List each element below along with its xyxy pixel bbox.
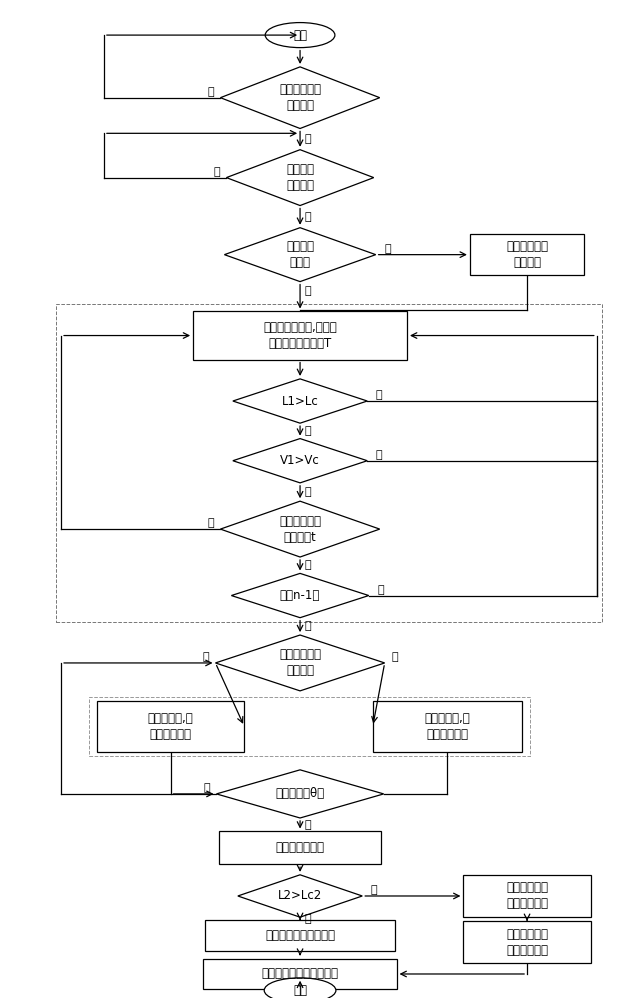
Text: 开始: 开始 [293, 29, 307, 42]
Text: 是: 是 [371, 885, 377, 895]
Text: 否: 否 [305, 426, 311, 436]
Text: 门关闭且
轿厢空载: 门关闭且 轿厢空载 [286, 163, 314, 192]
FancyBboxPatch shape [97, 701, 244, 752]
Text: 是: 是 [305, 212, 311, 222]
Text: 否: 否 [203, 783, 210, 793]
Text: 否: 否 [305, 286, 311, 296]
Text: 开启制动器,并
指令电梯下行: 开启制动器,并 指令电梯下行 [424, 712, 470, 741]
Polygon shape [227, 150, 374, 206]
Text: 否: 否 [213, 167, 220, 177]
FancyBboxPatch shape [193, 311, 407, 360]
Text: V1>Vc: V1>Vc [280, 454, 320, 467]
Text: 退出制动器故障检测状态: 退出制动器故障检测状态 [262, 967, 339, 980]
FancyBboxPatch shape [205, 920, 394, 951]
Text: 检测转矩给定
持续时间t: 检测转矩给定 持续时间t [279, 515, 321, 544]
Polygon shape [217, 770, 384, 818]
Polygon shape [232, 573, 369, 618]
FancyBboxPatch shape [463, 921, 591, 963]
Polygon shape [220, 501, 380, 557]
Text: L1>Lc: L1>Lc [282, 395, 319, 408]
Polygon shape [224, 228, 376, 282]
Text: 是: 是 [377, 585, 384, 595]
Polygon shape [233, 439, 367, 483]
Text: 发布制动装置可靠信息: 发布制动装置可靠信息 [265, 929, 335, 942]
Text: 是: 是 [202, 652, 209, 662]
Text: 否: 否 [305, 487, 311, 497]
Ellipse shape [265, 23, 335, 48]
Text: 是: 是 [384, 244, 391, 254]
Text: 否: 否 [391, 652, 398, 662]
FancyBboxPatch shape [220, 831, 381, 864]
Text: 扇区管理器记
录故障扇区域: 扇区管理器记 录故障扇区域 [506, 881, 548, 910]
Polygon shape [220, 67, 380, 129]
Text: 开启制动器,并
指令电梯上行: 开启制动器,并 指令电梯上行 [148, 712, 193, 741]
Text: 是: 是 [376, 450, 382, 460]
Text: 重复n-1次: 重复n-1次 [280, 589, 321, 602]
Text: L2>Lc2: L2>Lc2 [278, 889, 322, 902]
Text: 是: 是 [305, 560, 311, 570]
Ellipse shape [264, 978, 336, 1000]
Text: 控制制动器闭合,并向曳
引机给定检测转矩T: 控制制动器闭合,并向曳 引机给定检测转矩T [263, 321, 337, 350]
Text: 否: 否 [305, 621, 311, 631]
FancyBboxPatch shape [203, 959, 397, 989]
Polygon shape [238, 875, 362, 917]
Text: 否: 否 [207, 518, 213, 528]
FancyBboxPatch shape [470, 234, 584, 275]
FancyBboxPatch shape [372, 701, 522, 752]
Text: 控制制动器闭合: 控制制动器闭合 [275, 841, 324, 854]
Text: 轿厢处于
最顶层: 轿厢处于 最顶层 [286, 240, 314, 269]
Text: 制动装置故障
检测命令: 制动装置故障 检测命令 [279, 83, 321, 112]
Polygon shape [233, 379, 367, 423]
Text: 是: 是 [305, 820, 311, 830]
Polygon shape [215, 635, 385, 691]
Text: 是: 是 [376, 390, 382, 400]
FancyBboxPatch shape [463, 875, 591, 917]
Text: 使电梯停机并
通知监控中心: 使电梯停机并 通知监控中心 [506, 928, 548, 957]
Text: 扇区管理器置
逆向标志: 扇区管理器置 逆向标志 [506, 240, 548, 269]
Text: 是: 是 [305, 134, 311, 144]
Text: 否: 否 [207, 87, 213, 97]
Text: 曳引轮旋转θ度: 曳引轮旋转θ度 [275, 787, 325, 800]
Text: 扇区管理器为
顺向标志: 扇区管理器为 顺向标志 [279, 648, 321, 677]
Text: 否: 否 [305, 914, 311, 924]
Text: 结束: 结束 [293, 984, 307, 997]
